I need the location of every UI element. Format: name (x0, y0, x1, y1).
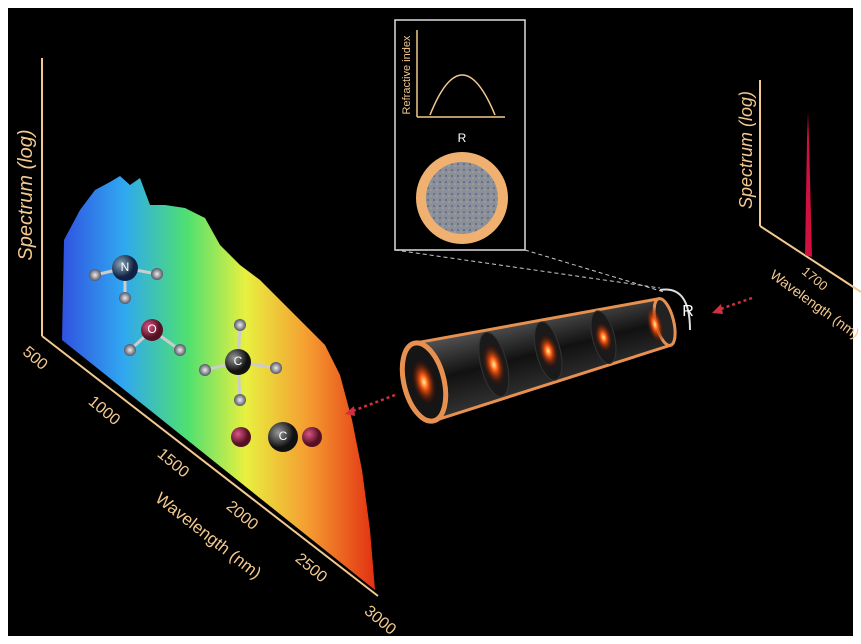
y-label: Spectrum (log) (15, 129, 37, 260)
inset-r-label: R (458, 131, 467, 145)
atom-label: O (147, 322, 156, 336)
inset-y-label: Refractive index (401, 35, 413, 114)
fiber-r-label: R (682, 303, 694, 320)
y-label: Spectrum (log) (736, 91, 756, 209)
atom-label: N (121, 260, 130, 274)
illustration: Spectrum (log) 50010001500200025003000 W… (0, 0, 861, 644)
atom-label: C (279, 429, 288, 443)
atom-label: C (234, 354, 243, 368)
fiber-core (426, 162, 498, 234)
page: {"left_panel": {"y_label": "Spectrum (lo… (0, 0, 861, 644)
